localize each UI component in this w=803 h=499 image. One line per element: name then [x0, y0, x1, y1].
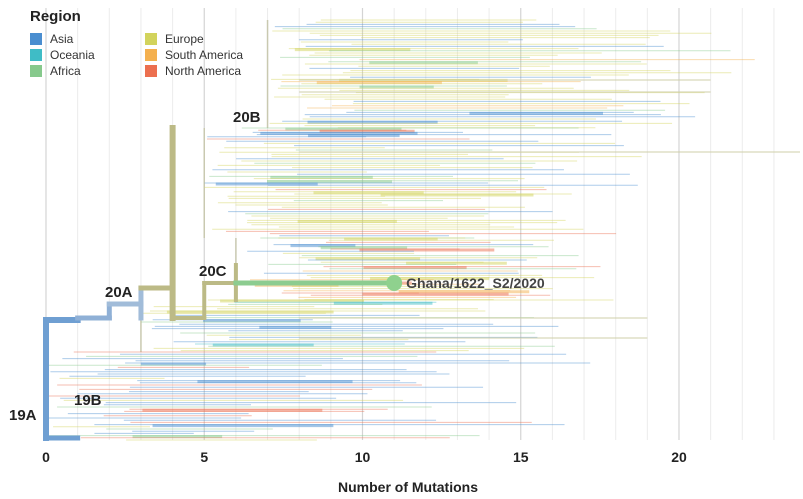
- legend-label: North America: [165, 64, 242, 78]
- x-axis-ticks: 0 5 10 15 20: [42, 449, 687, 465]
- highlight-label: Ghana/1622_S2/2020: [406, 275, 545, 291]
- legend-swatch: [30, 49, 42, 61]
- x-tick-label: 15: [513, 449, 529, 465]
- legend-swatch: [145, 49, 157, 61]
- region-legend: Region Asia Oceania Africa Europe South Amer…: [30, 8, 280, 80]
- clade-label-20b: 20B: [233, 109, 261, 126]
- legend-item-north-america: North America: [145, 64, 241, 79]
- legend-item-asia: Asia: [30, 32, 73, 47]
- legend-title: Region: [30, 8, 81, 25]
- legend-swatch: [30, 65, 42, 77]
- x-tick-label: 20: [671, 449, 687, 465]
- tree-backbone: [43, 125, 397, 441]
- clade-label-19b: 19B: [74, 392, 102, 409]
- legend-item-africa: Africa: [30, 64, 81, 79]
- legend-swatch: [145, 33, 157, 45]
- legend-swatch: [145, 65, 157, 77]
- legend-item-europe: Europe: [145, 32, 204, 47]
- legend-label: South America: [165, 48, 244, 62]
- legend-swatch: [30, 33, 42, 45]
- clade-label-19a: 19A: [9, 407, 37, 424]
- clade-labels: 19A 19B 20A 20B 20C: [9, 109, 261, 424]
- tree-branches: [45, 19, 800, 441]
- x-tick-label: 0: [42, 449, 50, 465]
- x-tick-label: 10: [355, 449, 371, 465]
- highlight-marker: [386, 275, 403, 291]
- highlighted-sample: Ghana/1622_S2/2020: [386, 275, 545, 291]
- legend-item-south-america: South America: [145, 48, 243, 63]
- x-axis-label: Number of Mutations: [338, 479, 478, 495]
- legend-label: Africa: [50, 64, 81, 78]
- legend-item-oceania: Oceania: [30, 48, 95, 63]
- clade-label-20c: 20C: [199, 263, 227, 280]
- legend-label: Oceania: [50, 48, 95, 62]
- clade-label-20a: 20A: [105, 284, 133, 301]
- x-tick-label: 5: [200, 449, 208, 465]
- legend-label: Europe: [165, 32, 204, 46]
- legend-label: Asia: [50, 32, 74, 46]
